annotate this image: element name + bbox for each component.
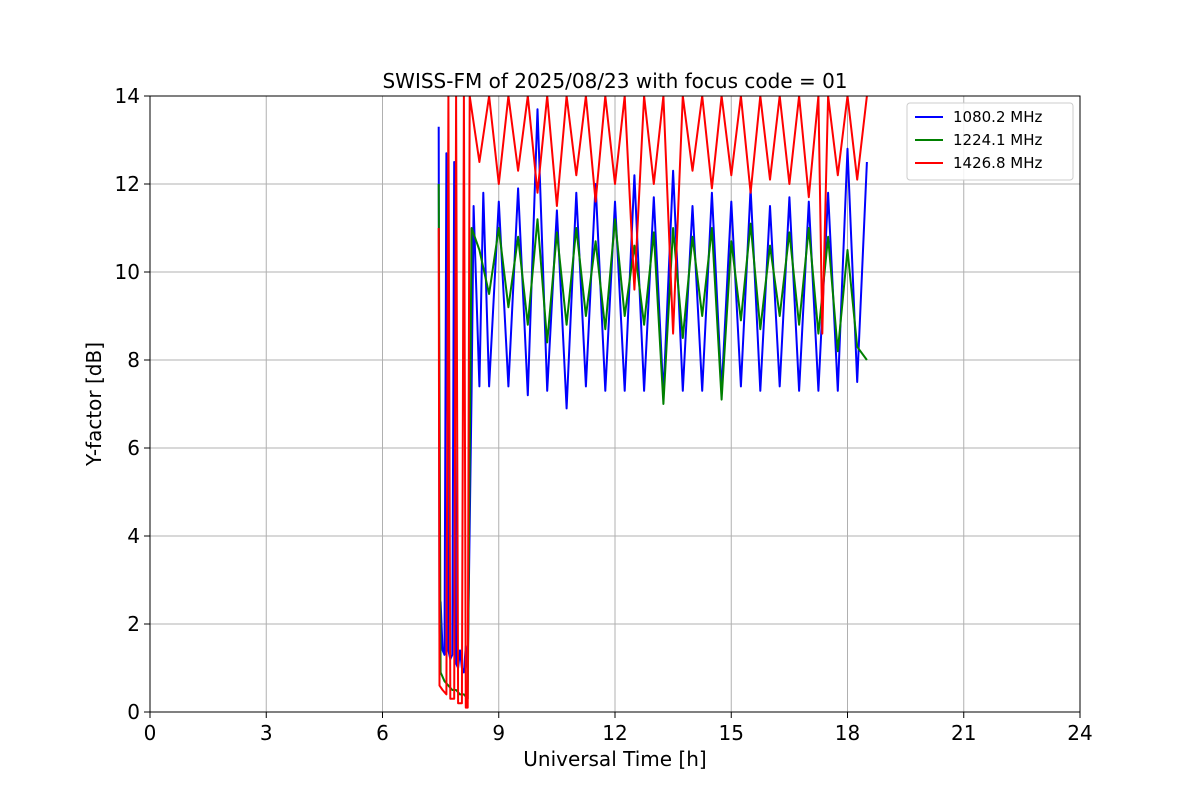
y-tick-label: 10 [115, 260, 140, 284]
series-line-1 [437, 183, 868, 700]
y-tick-label: 12 [115, 172, 140, 196]
series-layer [437, 96, 868, 709]
x-tick-label: 9 [492, 721, 505, 745]
x-tick-label: 24 [1067, 721, 1092, 745]
series-line-0 [437, 108, 868, 674]
y-tick-label: 14 [115, 84, 140, 108]
series-line-2 [437, 96, 868, 709]
y-axis-label: Y-factor [dB] [82, 342, 106, 467]
x-tick-label: 18 [835, 721, 860, 745]
y-tick-label: 6 [127, 436, 140, 460]
x-tick-label: 21 [951, 721, 976, 745]
y-tick-label: 4 [127, 524, 140, 548]
x-tick-label: 6 [376, 721, 389, 745]
y-tick-label: 2 [127, 612, 140, 636]
x-axis-label: Universal Time [h] [523, 747, 706, 771]
grid [149, 95, 1081, 713]
x-tick-label: 0 [144, 721, 157, 745]
chart-title: SWISS-FM of 2025/08/23 with focus code =… [382, 69, 847, 93]
x-tick-label: 15 [719, 721, 744, 745]
y-axis: 0 2 4 6 8 10 12 14 [115, 84, 150, 724]
legend-entry: 1080.2 MHz [953, 108, 1042, 126]
legend: 1080.2 MHz 1224.1 MHz 1426.8 MHz [906, 102, 1074, 181]
y-tick-label: 0 [127, 700, 140, 724]
legend-entry: 1224.1 MHz [953, 131, 1042, 149]
legend-box [906, 102, 1074, 181]
x-tick-label: 12 [602, 721, 627, 745]
x-tick-label: 3 [260, 721, 273, 745]
y-tick-label: 8 [127, 348, 140, 372]
legend-entry: 1426.8 MHz [953, 154, 1042, 172]
x-axis: 0 3 6 9 12 15 18 21 24 [144, 712, 1093, 745]
